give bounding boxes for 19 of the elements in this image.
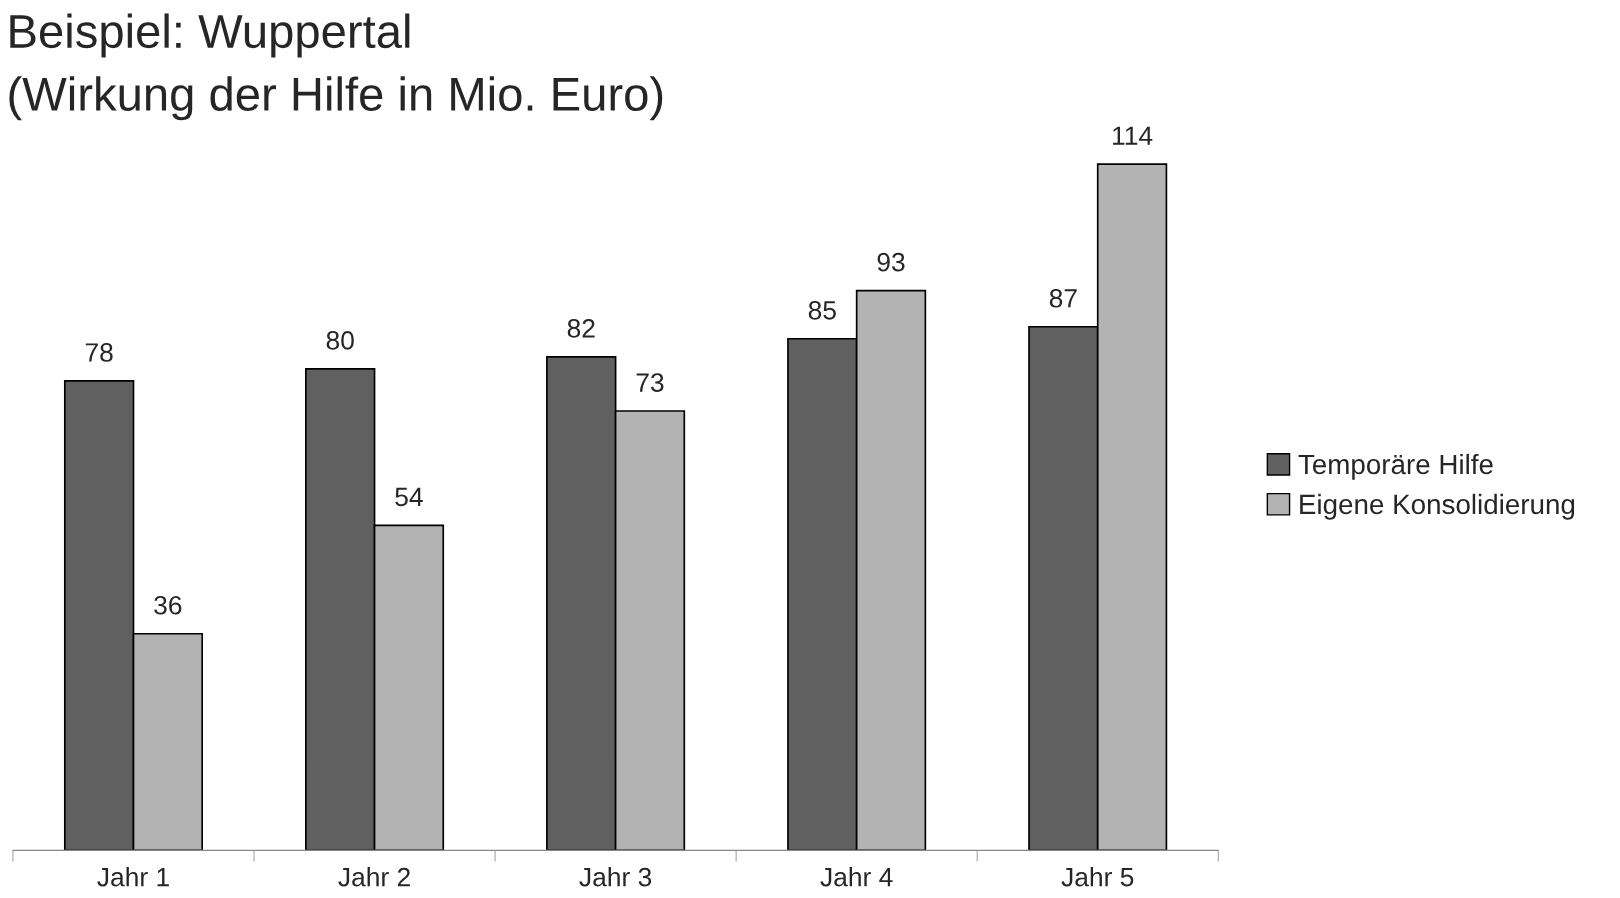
legend-label: Temporäre Hilfe (1298, 453, 1493, 480)
data-label: 36 (154, 595, 182, 615)
data-label: 114 (1113, 126, 1153, 145)
x-tick-label: Jahr 5 (1061, 867, 1134, 887)
data-label: 93 (877, 252, 905, 272)
chart-title: Beispiel: Wuppertal (10, 13, 410, 58)
data-label: 54 (395, 487, 423, 507)
data-label: 85 (808, 300, 836, 320)
data-label: 87 (1049, 288, 1077, 308)
data-label: 82 (567, 319, 595, 338)
x-tick-label: Jahr 1 (97, 867, 169, 887)
data-label: 80 (326, 331, 354, 350)
x-tick-label: Jahr 2 (338, 867, 410, 887)
data-label: 78 (85, 343, 113, 362)
x-tick-label: Jahr 3 (579, 867, 652, 887)
legend-label: Eigene Konsolidierung (1300, 493, 1575, 520)
chart-subtitle: (Wirkung der Hilfe in Mio. Euro) (9, 76, 663, 121)
x-tick-label: Jahr 4 (820, 867, 893, 887)
data-label: 73 (636, 373, 664, 392)
